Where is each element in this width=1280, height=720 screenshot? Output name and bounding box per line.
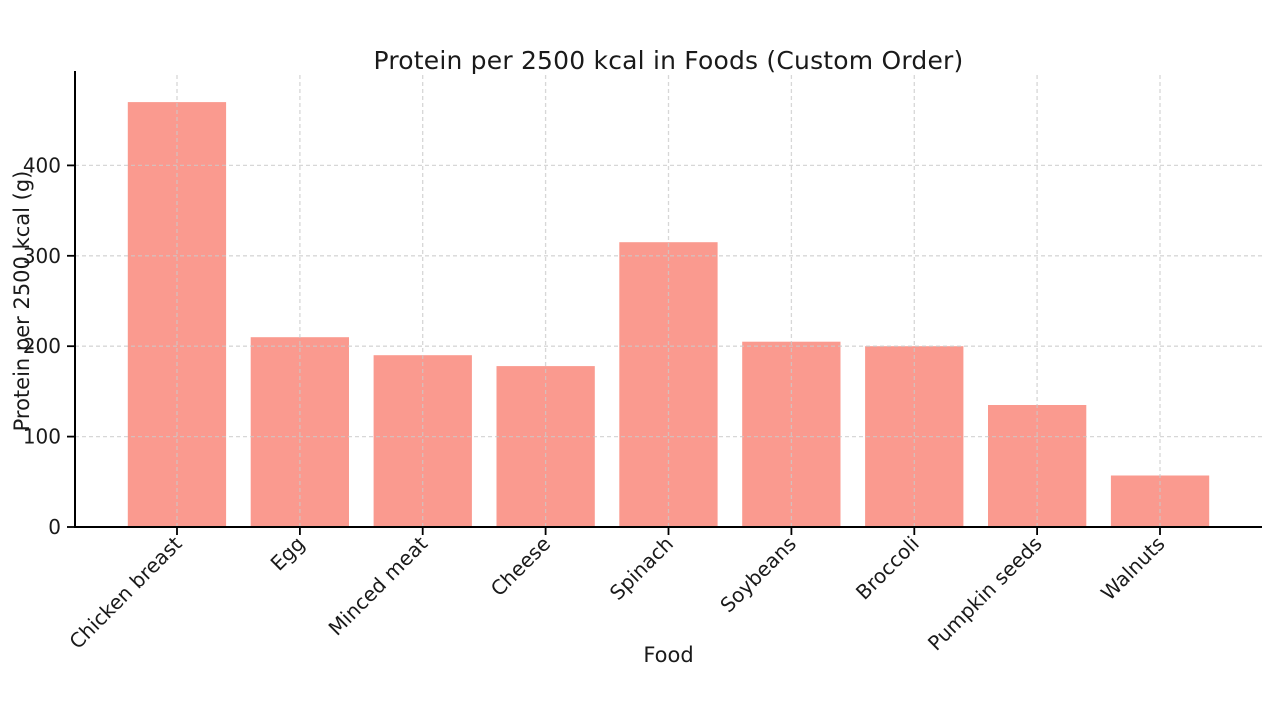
x-tick-label-chicken-breast: Chicken breast: [64, 531, 186, 653]
x-tick-label-egg: Egg: [266, 532, 310, 576]
x-axis-label: Food: [643, 643, 694, 667]
x-tick-label-minced-meat: Minced meat: [324, 531, 433, 640]
y-tick-label-200: 200: [23, 334, 61, 358]
chart-title: Protein per 2500 kcal in Foods (Custom O…: [373, 46, 964, 75]
x-tick-label-broccoli: Broccoli: [851, 532, 924, 605]
y-axis-label: Protein per 2500 kcal (g): [10, 170, 34, 432]
x-tick-label-walnuts: Walnuts: [1096, 532, 1169, 605]
x-tick-label-pumpkin-seeds: Pumpkin seeds: [923, 532, 1047, 656]
y-tick-label-300: 300: [23, 244, 61, 268]
y-tick-label-0: 0: [48, 515, 61, 539]
y-tick-label-100: 100: [23, 425, 61, 449]
x-tick-label-cheese: Cheese: [486, 532, 555, 601]
bar-pumpkin-seeds: [988, 405, 1087, 527]
x-tick-label-spinach: Spinach: [605, 532, 678, 605]
y-tick-label-400: 400: [23, 153, 61, 177]
bar-broccoli: [865, 346, 964, 527]
x-tick-label-soybeans: Soybeans: [715, 532, 801, 618]
